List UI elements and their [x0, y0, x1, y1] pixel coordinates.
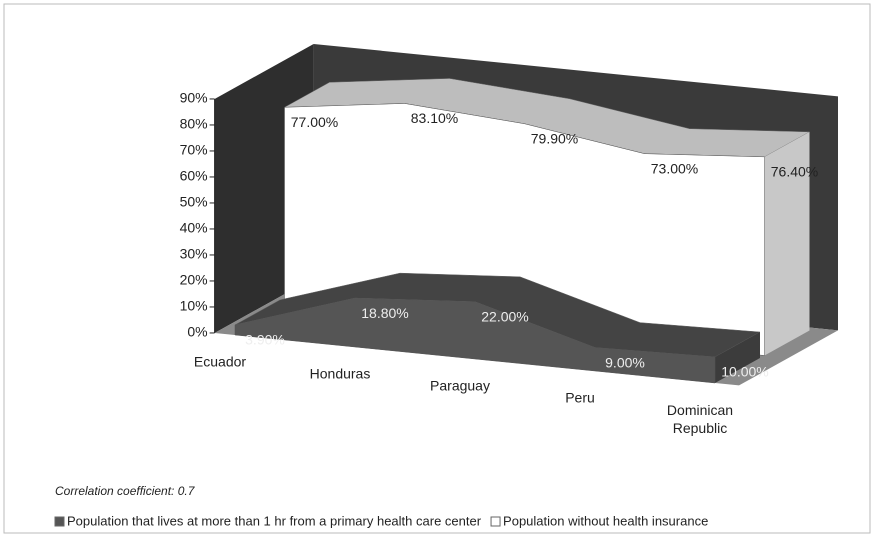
y-tick-label: 50%	[180, 194, 208, 210]
x-tick-label: Ecuador	[194, 354, 246, 370]
data-label: 77.00%	[291, 114, 338, 130]
data-label: 10.00%	[721, 364, 768, 380]
y-tick-label: 0%	[187, 324, 207, 340]
y-tick-label: 70%	[180, 142, 208, 158]
data-label: 22.00%	[481, 309, 528, 325]
data-label: 9.00%	[605, 354, 645, 370]
y-tick-label: 60%	[180, 168, 208, 184]
legend-swatch	[54, 516, 65, 527]
area-side	[715, 332, 760, 383]
annotation: Correlation coefficient: 0.7	[55, 484, 196, 498]
data-label: 18.80%	[361, 305, 408, 321]
data-label: 83.10%	[411, 110, 458, 126]
y-tick-label: 80%	[180, 116, 208, 132]
data-label: 3.90%	[245, 332, 285, 348]
legend-label: Population that lives at more than 1 hr …	[67, 513, 482, 528]
x-tick-label: Peru	[565, 390, 595, 406]
data-label: 76.40%	[771, 164, 818, 180]
area	[234, 297, 716, 384]
x-tick-label: Paraguay	[430, 378, 490, 394]
plot: 0% 10% 20% 30% 40% 50% 60% 70% 80% 90% 77.00% 83.10…	[180, 43, 839, 436]
y-tick-label: 40%	[180, 220, 208, 236]
y-tick-label: 10%	[180, 298, 208, 314]
data-label: 79.90%	[531, 130, 578, 146]
y-tick-label: 30%	[180, 246, 208, 262]
data-label: 73.00%	[651, 160, 698, 176]
legend-swatch	[490, 516, 501, 527]
x-tick-label: Honduras	[310, 366, 371, 382]
y-tick-label: 90%	[180, 90, 208, 106]
x-tick-label: Dominican Republic	[667, 402, 733, 436]
area-side	[764, 131, 810, 356]
y-tick-label: 20%	[180, 272, 208, 288]
legend-label: Population without health insurance	[503, 513, 708, 528]
